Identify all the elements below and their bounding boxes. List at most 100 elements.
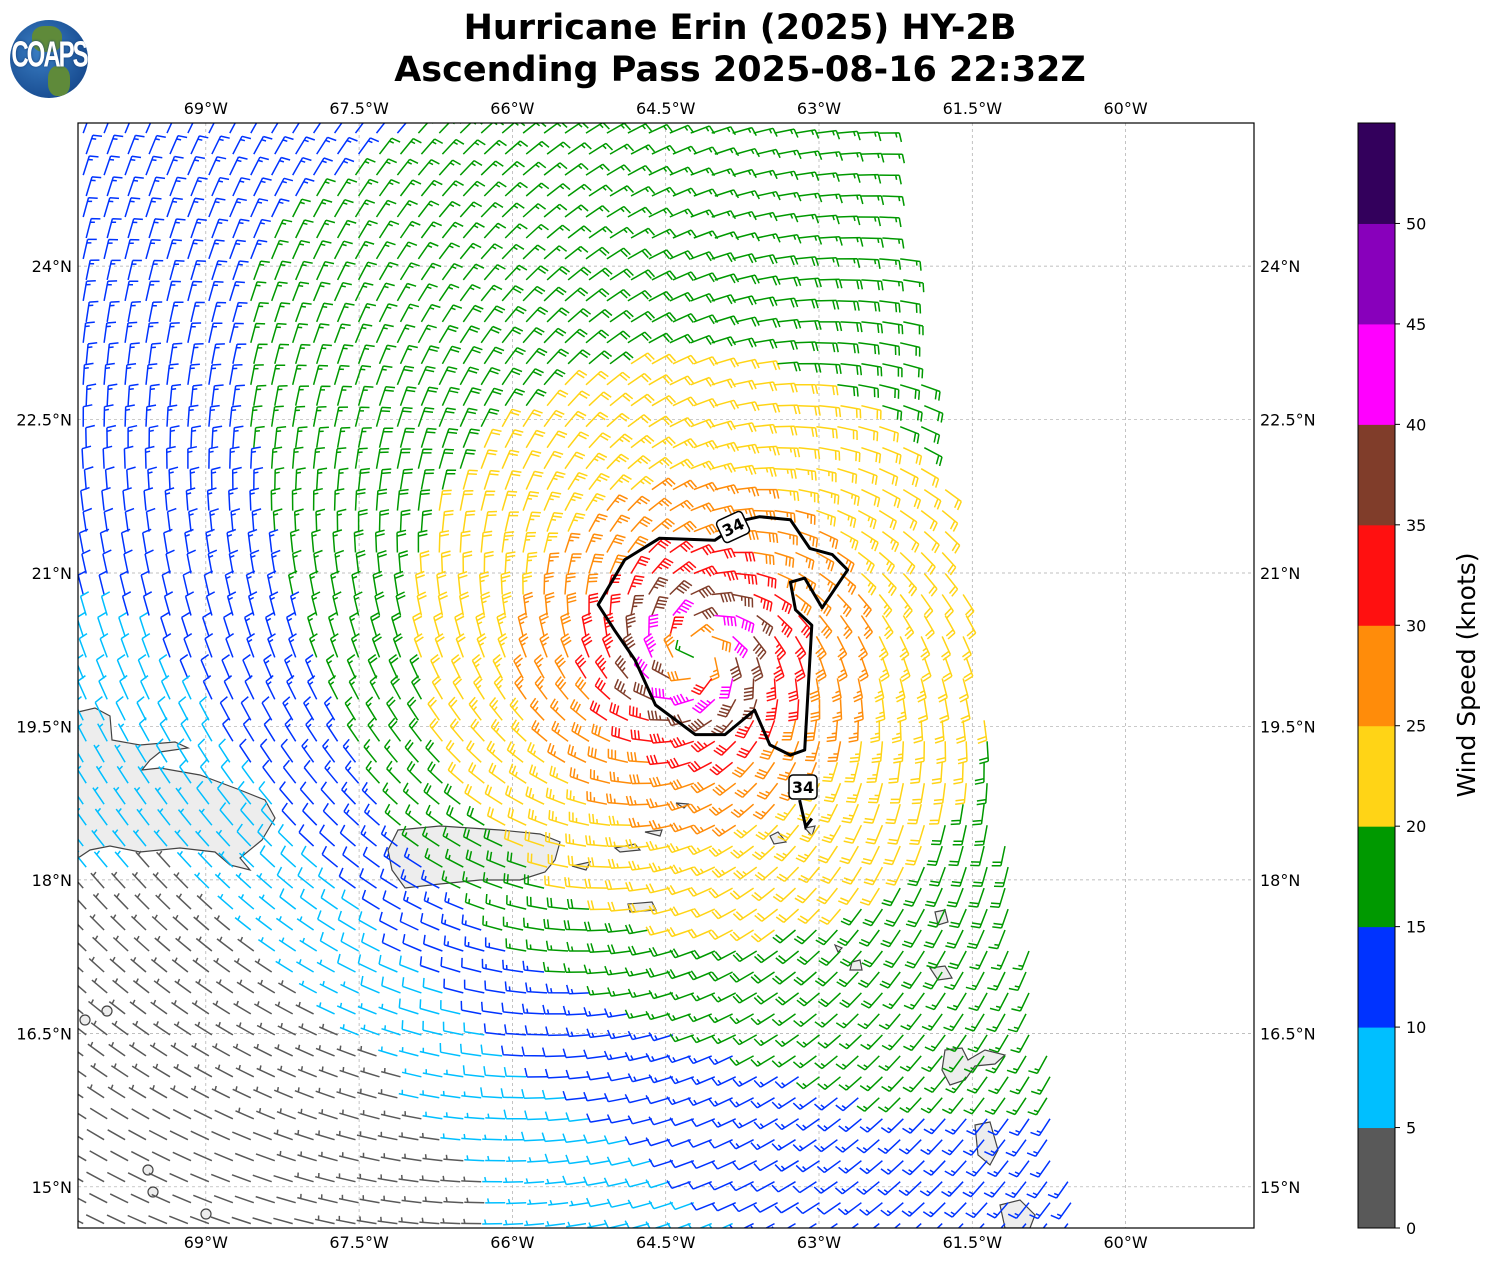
wind-barb [857,636,868,661]
wind-barb [124,321,138,343]
wind-barb [166,239,182,260]
wind-barb [342,846,360,868]
wind-barb [507,807,527,826]
wind-barb [333,281,352,302]
wind-barb [606,1156,632,1166]
colorbar-segment [1358,1027,1395,1129]
wind-barb [398,1047,419,1057]
wind-barb [80,486,90,511]
wind-barb [609,433,633,449]
wind-barb [544,1111,569,1122]
wind-barb [414,570,425,595]
wind-barb [672,313,698,324]
wind-barb [893,741,905,764]
wind-barb [239,738,252,763]
wind-barb [480,243,503,260]
wind-barb [275,916,294,931]
wind-barb [483,181,507,197]
wind-barb [774,212,799,223]
colorbar-tick-label: 0 [1406,1219,1416,1238]
wind-barb [651,596,669,616]
wind-barb [476,632,487,658]
wind-barb [148,425,159,448]
wind-barb [630,434,655,449]
wind-barb [316,302,334,323]
wind-barb [983,1181,1006,1198]
wind-barb [524,1220,545,1227]
wind-barb [462,345,483,365]
wind-barb [771,1055,796,1068]
wind-barb [816,425,838,439]
wind-barb [208,363,222,385]
wind-barb [879,971,901,989]
wind-barb [403,847,422,868]
wind-barb [753,127,778,137]
wind-barb [438,407,456,427]
wind-barb [814,1013,838,1028]
wind-barb [648,1200,674,1210]
wind-barb [815,636,827,661]
wind-barb [425,739,440,763]
wind-barb [229,197,247,218]
wind-barb [543,571,554,595]
wind-barb [669,499,694,512]
wind-barb [148,259,164,281]
colorbar-tick-label: 50 [1406,214,1426,233]
wind-barb [277,823,294,847]
wind-barb [312,323,330,344]
wind-barb [496,612,507,637]
wind-barb [232,1131,252,1141]
wind-barb [190,301,205,323]
wind-barb [318,1194,338,1204]
wind-barb [396,241,418,260]
wind-barb [832,699,843,723]
wind-barb [462,263,485,281]
wind-barb [522,409,543,428]
wind-barb [365,760,381,784]
wind-barb [485,1155,506,1162]
wind-barb [307,675,318,700]
wind-barb [587,1222,608,1228]
wind-barb [202,675,213,700]
wind-barb [669,291,695,302]
wind-barb [669,1201,695,1211]
wind-barb [334,549,345,574]
wind-barb [857,551,875,574]
wind-barb [93,850,108,868]
wind-barb [501,531,515,553]
wind-barb [860,615,874,640]
wind-barb [522,960,545,973]
wind-barb [544,1068,569,1079]
wind-barb [236,979,255,994]
wind-barb [776,866,800,883]
wind-barb [693,523,719,536]
wind-barb [501,160,525,176]
wind-barb [567,512,586,532]
wind-barb [687,1055,712,1065]
wind-barb [162,632,172,658]
lat-tick-label-right: 16.5°N [1260,1024,1316,1043]
wind-barb [173,1021,192,1036]
wind-barb [627,1199,653,1209]
wind-barb [362,846,380,868]
wind-barb [124,123,131,134]
wind-barb [85,1214,105,1225]
wind-barb [250,198,269,218]
wind-barb [606,164,631,176]
wind-barb [378,344,397,365]
wind-barb [986,1013,1006,1033]
wind-barb [463,1022,485,1036]
wind-barb [714,273,740,284]
wind-barb [718,678,734,699]
wind-barb [560,633,572,658]
wind-barb [332,591,342,616]
wind-barb [333,323,351,344]
wind-barb [399,427,415,448]
wind-barb [336,953,356,973]
chart-title-line2: Ascending Pass 2025-08-16 22:32Z [394,50,1086,90]
wind-barb [169,425,180,448]
wind-barb [819,488,840,505]
wind-barb [567,855,590,868]
wind-barb [360,1110,380,1120]
wind-barb [250,322,266,343]
